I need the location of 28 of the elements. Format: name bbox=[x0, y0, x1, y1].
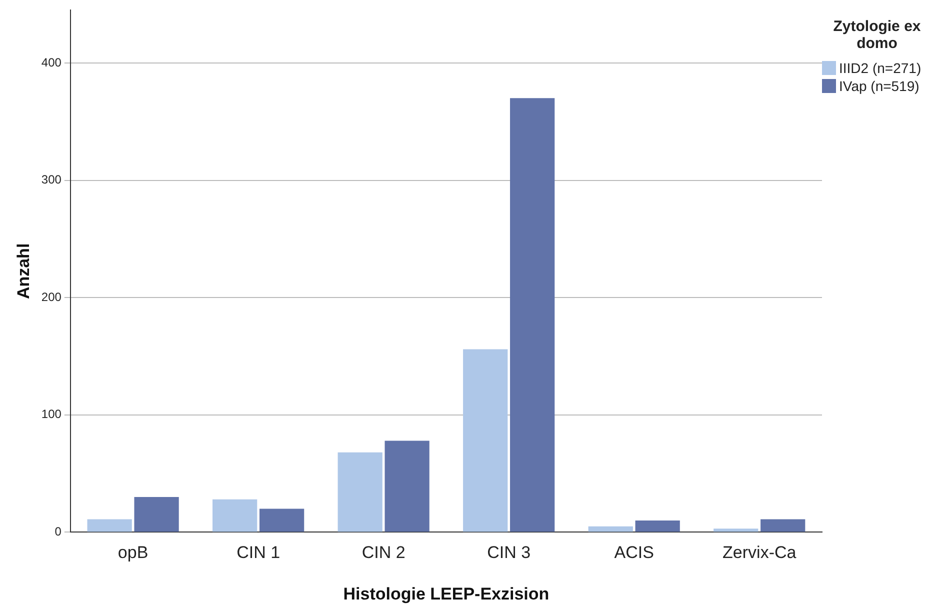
x-tick-label: opB bbox=[118, 543, 148, 562]
y-tick-label: 400 bbox=[41, 55, 62, 70]
x-tick-label: Zervix-Ca bbox=[722, 543, 797, 562]
x-axis-title: Histologie LEEP-Exzision bbox=[343, 584, 550, 604]
y-tick-label: 0 bbox=[54, 524, 62, 539]
bar bbox=[714, 528, 758, 532]
x-tick-label: CIN 2 bbox=[362, 543, 406, 562]
bar bbox=[384, 440, 430, 532]
y-tick-label: 300 bbox=[41, 172, 62, 187]
y-axis-title: Anzahl bbox=[14, 243, 33, 300]
legend-title: Zytologie ex domo bbox=[832, 18, 922, 52]
bar bbox=[87, 519, 132, 532]
bar bbox=[338, 452, 382, 532]
bar bbox=[212, 499, 258, 532]
x-tick-label: ACIS bbox=[614, 543, 654, 562]
legend-label: IIID2 (n=271) bbox=[839, 60, 922, 76]
bar bbox=[760, 519, 806, 532]
x-tick-label: CIN 1 bbox=[236, 543, 280, 562]
bar bbox=[134, 497, 179, 532]
bar bbox=[259, 508, 304, 532]
x-tick-label: CIN 3 bbox=[487, 543, 531, 562]
y-tick-label: 200 bbox=[41, 290, 62, 304]
bar bbox=[510, 98, 555, 532]
bar bbox=[463, 349, 508, 532]
bar bbox=[635, 520, 680, 532]
y-tick-label: 100 bbox=[41, 407, 62, 422]
legend-label: IVap (n=519) bbox=[839, 78, 920, 94]
bar bbox=[588, 526, 633, 532]
